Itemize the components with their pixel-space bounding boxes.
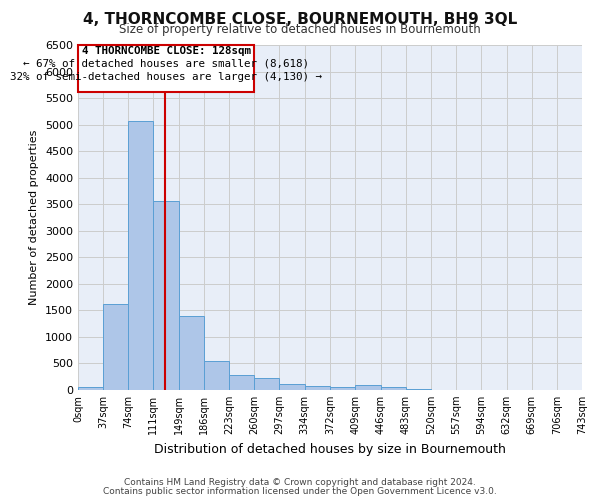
Text: Contains public sector information licensed under the Open Government Licence v3: Contains public sector information licen… <box>103 487 497 496</box>
Bar <box>229 375 254 390</box>
Bar <box>103 304 128 390</box>
Bar <box>128 122 153 390</box>
Bar <box>254 378 280 390</box>
Bar <box>331 387 355 390</box>
Text: Contains HM Land Registry data © Crown copyright and database right 2024.: Contains HM Land Registry data © Crown c… <box>124 478 476 487</box>
Bar <box>305 386 331 390</box>
Bar <box>179 316 204 390</box>
Bar <box>204 361 229 390</box>
Text: 32% of semi-detached houses are larger (4,130) →: 32% of semi-detached houses are larger (… <box>10 72 322 82</box>
Y-axis label: Number of detached properties: Number of detached properties <box>29 130 40 305</box>
Bar <box>78 388 103 390</box>
X-axis label: Distribution of detached houses by size in Bournemouth: Distribution of detached houses by size … <box>154 442 506 456</box>
Bar <box>280 384 305 390</box>
Text: 4 THORNCOMBE CLOSE: 128sqm: 4 THORNCOMBE CLOSE: 128sqm <box>82 46 251 56</box>
Text: ← 67% of detached houses are smaller (8,618): ← 67% of detached houses are smaller (8,… <box>23 58 309 68</box>
Text: Size of property relative to detached houses in Bournemouth: Size of property relative to detached ho… <box>119 22 481 36</box>
Bar <box>78 45 254 92</box>
Text: 4, THORNCOMBE CLOSE, BOURNEMOUTH, BH9 3QL: 4, THORNCOMBE CLOSE, BOURNEMOUTH, BH9 3Q… <box>83 12 517 28</box>
Bar <box>153 200 179 390</box>
Bar <box>355 384 380 390</box>
Bar <box>380 387 406 390</box>
